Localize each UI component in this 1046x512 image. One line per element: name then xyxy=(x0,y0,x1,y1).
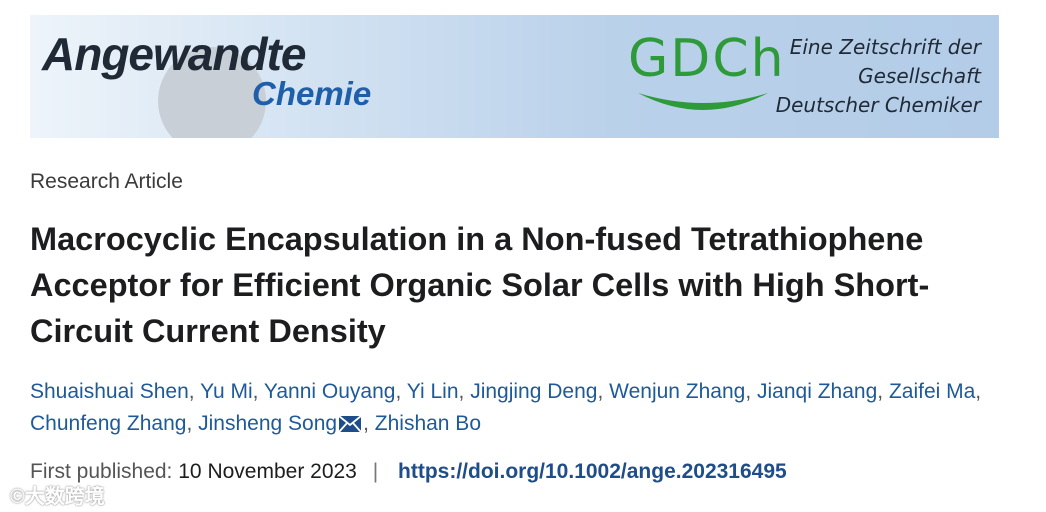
separator: | xyxy=(372,460,379,483)
author-link[interactable]: Jianqi Zhang xyxy=(757,380,878,403)
tagline-line: Gesellschaft xyxy=(858,64,981,88)
author-link[interactable]: Shuaishuai Shen xyxy=(30,380,189,403)
publication-info: First published: 10 November 2023 | http… xyxy=(30,460,787,484)
author-link[interactable]: Jingjing Deng xyxy=(470,380,598,403)
author-list: Shuaishuai Shen, Yu Mi, Yanni Ouyang, Yi… xyxy=(30,380,982,435)
author-link[interactable]: Zhishan Bo xyxy=(374,412,481,435)
journal-subname: Chemie xyxy=(252,75,372,112)
watermark: ©大数跨境 xyxy=(10,486,105,508)
tagline-line: Deutscher Chemiker xyxy=(775,93,981,117)
author-link[interactable]: Yu Mi xyxy=(200,380,253,403)
author-link[interactable]: Zaifei Ma xyxy=(888,380,976,403)
doi-link[interactable]: https://doi.org/10.1002/ange.202316495 xyxy=(398,460,787,483)
banner-circle-decoration xyxy=(158,47,266,138)
author-link[interactable]: Yanni Ouyang xyxy=(263,380,396,403)
first-published-label: First published: xyxy=(30,460,173,483)
journal-banner[interactable]: Angewandte Chemie GDCh Eine Zeitschrift … xyxy=(30,15,999,138)
publication-date: 10 November 2023 xyxy=(178,460,357,483)
author-link[interactable]: Chunfeng Zhang xyxy=(30,412,187,435)
journal-name: Angewandte xyxy=(42,28,306,80)
gdch-logo-text: GDCh xyxy=(628,29,786,89)
author-link[interactable]: Wenjun Zhang xyxy=(609,380,746,403)
society-tagline: Eine Zeitschrift der Gesellschaft Deutsc… xyxy=(776,33,981,120)
mail-icon[interactable] xyxy=(338,415,362,433)
author-link[interactable]: Yi Lin xyxy=(406,380,459,403)
gdch-logo-icon xyxy=(638,93,768,110)
author-link[interactable]: Jinsheng Song xyxy=(198,412,338,435)
article-title: Macrocyclic Encapsulation in a Non-fused… xyxy=(30,221,930,349)
tagline-line: Eine Zeitschrift der xyxy=(789,35,981,59)
article-type: Research Article xyxy=(30,170,183,193)
